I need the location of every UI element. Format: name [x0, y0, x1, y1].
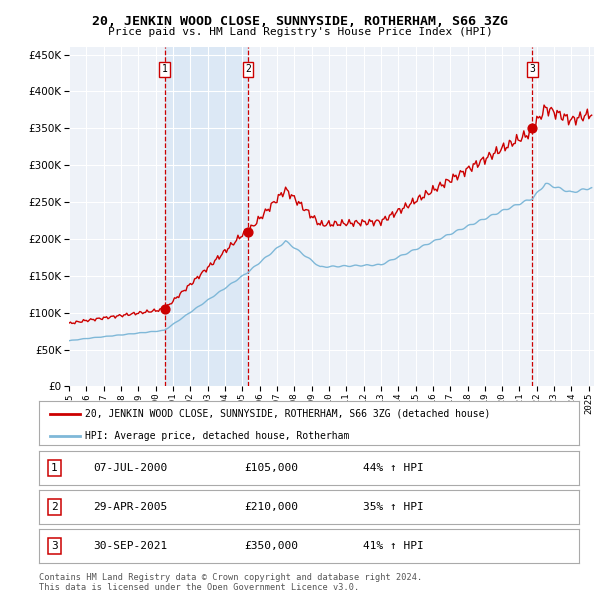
- Text: Contains HM Land Registry data © Crown copyright and database right 2024.: Contains HM Land Registry data © Crown c…: [39, 573, 422, 582]
- Text: 30-SEP-2021: 30-SEP-2021: [93, 541, 167, 550]
- Text: 1: 1: [162, 64, 167, 74]
- Text: This data is licensed under the Open Government Licence v3.0.: This data is licensed under the Open Gov…: [39, 583, 359, 590]
- Text: 29-APR-2005: 29-APR-2005: [93, 502, 167, 512]
- Text: 2: 2: [245, 64, 251, 74]
- Text: £105,000: £105,000: [244, 463, 298, 473]
- Text: £210,000: £210,000: [244, 502, 298, 512]
- Text: £350,000: £350,000: [244, 541, 298, 550]
- Text: 3: 3: [530, 64, 535, 74]
- Text: 44% ↑ HPI: 44% ↑ HPI: [363, 463, 424, 473]
- Text: 20, JENKIN WOOD CLOSE, SUNNYSIDE, ROTHERHAM, S66 3ZG (detached house): 20, JENKIN WOOD CLOSE, SUNNYSIDE, ROTHER…: [85, 409, 490, 418]
- Text: 1: 1: [51, 463, 58, 473]
- Point: [527, 124, 537, 133]
- Text: 2: 2: [51, 502, 58, 512]
- Point: [160, 304, 169, 314]
- Point: [243, 227, 253, 237]
- Text: 20, JENKIN WOOD CLOSE, SUNNYSIDE, ROTHERHAM, S66 3ZG: 20, JENKIN WOOD CLOSE, SUNNYSIDE, ROTHER…: [92, 15, 508, 28]
- Bar: [164, 47, 248, 386]
- Text: 41% ↑ HPI: 41% ↑ HPI: [363, 541, 424, 550]
- Text: HPI: Average price, detached house, Rotherham: HPI: Average price, detached house, Roth…: [85, 431, 349, 441]
- Text: 07-JUL-2000: 07-JUL-2000: [93, 463, 167, 473]
- Text: Price paid vs. HM Land Registry's House Price Index (HPI): Price paid vs. HM Land Registry's House …: [107, 27, 493, 37]
- Text: 35% ↑ HPI: 35% ↑ HPI: [363, 502, 424, 512]
- Text: 3: 3: [51, 541, 58, 550]
